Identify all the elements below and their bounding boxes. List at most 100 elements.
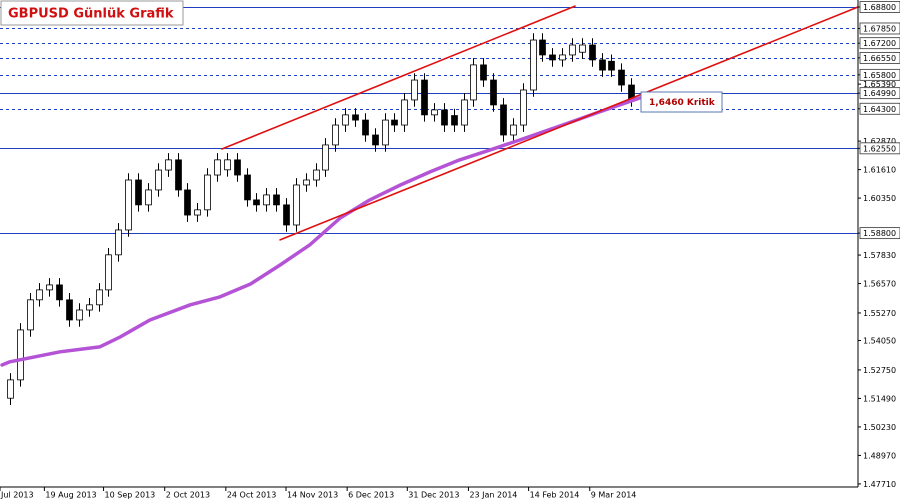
y-tick-label: 1.64300 <box>863 105 896 114</box>
candle-body <box>253 199 260 206</box>
candle-body <box>283 204 290 226</box>
y-tick-box <box>859 87 900 100</box>
candle-body <box>194 209 201 216</box>
candle-body <box>313 169 320 181</box>
plot-area <box>0 5 858 405</box>
title-box <box>0 0 184 26</box>
x-tick-label: 6 Dec 2013 <box>348 491 394 500</box>
y-tick-label: 1.65390 <box>863 80 896 89</box>
candle-body <box>431 109 438 116</box>
y-tick-box <box>859 1 900 13</box>
x-tick-label: 2 Oct 2013 <box>166 491 210 500</box>
candle-body <box>618 69 625 86</box>
y-tick-label: 1.65800 <box>863 71 896 80</box>
candle-body <box>36 289 43 301</box>
x-tick-label: 23 Jan 2014 <box>469 491 517 500</box>
candle-body <box>273 194 280 206</box>
candle-body <box>480 64 487 81</box>
candle-body <box>411 79 418 101</box>
candle-body <box>155 169 162 191</box>
candle-body <box>125 179 132 231</box>
y-tick-label: 1.60350 <box>863 194 896 203</box>
y-tick-label: 1.67850 <box>863 24 896 33</box>
y-tick-label: 1.56570 <box>863 280 896 289</box>
candle-body <box>490 79 497 106</box>
candle-body <box>135 179 142 206</box>
candle-body <box>175 159 182 191</box>
trendline <box>221 5 576 150</box>
x-tick-label: 9 Mar 2014 <box>591 491 637 500</box>
y-tick-box <box>859 142 900 155</box>
candle-body <box>105 254 112 291</box>
candle-body <box>322 144 329 171</box>
candle-body <box>549 54 556 61</box>
x-tick-label: 14 Nov 2013 <box>287 491 338 500</box>
candle-body <box>332 124 339 146</box>
candle-body <box>461 99 468 126</box>
candle-body <box>342 114 349 126</box>
candle-body <box>56 284 63 301</box>
candle-body <box>579 44 586 53</box>
annotation-box <box>640 91 723 113</box>
candle-body <box>96 289 103 306</box>
x-tick-label: 19 Aug 2013 <box>45 491 96 500</box>
candle-body <box>27 299 34 331</box>
y-tick-label: 1.66550 <box>863 54 896 63</box>
y-tick-box <box>859 22 900 35</box>
y-tick-label: 1.57830 <box>863 251 896 260</box>
candle-body <box>352 114 359 121</box>
y-tick-label: 1.55270 <box>863 309 896 318</box>
candle-body <box>17 329 24 381</box>
candle-body <box>293 184 300 226</box>
candle-body <box>263 194 270 206</box>
candle-body <box>539 39 546 56</box>
y-tick-label: 1.50230 <box>863 423 896 432</box>
candle-body <box>165 159 172 171</box>
candle-body <box>421 79 428 116</box>
y-tick-label: 1.67200 <box>863 39 896 48</box>
y-tick-label: 1.52750 <box>863 366 896 375</box>
candle-body <box>608 60 615 71</box>
candle-body <box>441 109 448 126</box>
y-tick-label: 1.47710 <box>863 480 896 489</box>
trendline <box>279 6 858 241</box>
x-tick-label: 14 Feb 2014 <box>530 491 580 500</box>
x-tick-label: 31 Dec 2013 <box>408 491 459 500</box>
candle-body <box>184 189 191 216</box>
candle-body <box>76 309 83 321</box>
candle-body <box>530 39 537 91</box>
candle-body <box>214 159 221 176</box>
y-tick-box <box>859 68 900 81</box>
candle-body <box>115 229 122 256</box>
x-tick-label: 24 Oct 2013 <box>227 491 276 500</box>
y-tick-box <box>859 102 900 115</box>
candle-body <box>362 119 369 136</box>
candle-body <box>500 104 507 136</box>
x-tick-label: Jul 2013 <box>0 491 34 500</box>
candle-body <box>145 189 152 206</box>
candle-body <box>382 119 389 146</box>
candle-body <box>599 59 606 71</box>
candle-body <box>589 44 596 61</box>
y-tick-label: 1.68800 <box>863 3 896 12</box>
y-tick-label: 1.51490 <box>863 394 896 403</box>
chart-title: GBPUSD Günlük Grafik <box>8 7 174 22</box>
candle-body <box>451 115 458 126</box>
candle-body <box>559 54 566 61</box>
moving-average <box>0 96 642 367</box>
candle-body <box>569 44 576 56</box>
y-tick-label: 1.54050 <box>863 337 896 346</box>
candle-body <box>510 124 517 136</box>
y-tick-label: 1.61610 <box>863 166 896 175</box>
candle-body <box>520 89 527 126</box>
y-tick-label: 1.62870 <box>863 137 896 146</box>
candle-body <box>391 119 398 126</box>
y-tick-box <box>859 227 900 240</box>
y-tick-label: 1.58800 <box>863 229 896 238</box>
y-tick-label: 1.48970 <box>863 451 896 460</box>
candle-body <box>224 159 231 171</box>
candle-body <box>86 304 93 311</box>
candle-body <box>234 159 241 176</box>
annotation: 1,6460 Kritik <box>649 98 716 108</box>
